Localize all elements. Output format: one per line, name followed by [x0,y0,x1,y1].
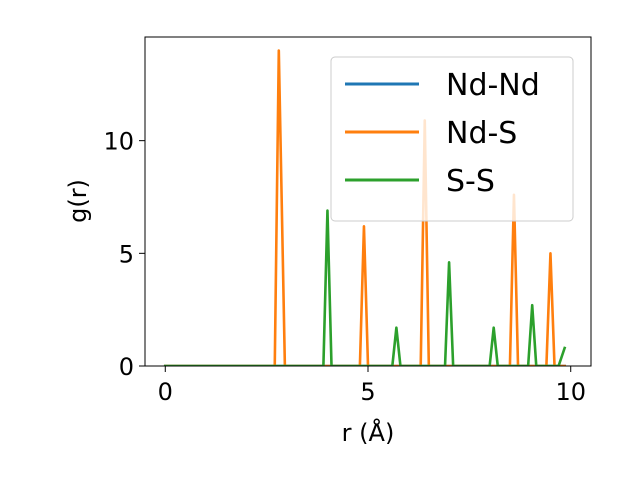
x-axis-label: r (Å) [342,418,395,447]
legend-label-1: Nd-S [446,116,517,151]
y-tick-label-1: 5 [119,240,134,268]
y-axis: 0 5 10 [103,128,145,381]
x-tick-label-0: 0 [158,378,173,406]
y-axis-label: g(r) [64,179,92,223]
x-tick-label-1: 5 [360,378,375,406]
y-tick-label-0: 0 [119,353,134,381]
legend: Nd-Nd Nd-S S-S [330,56,574,222]
x-tick-label-2: 10 [555,378,586,406]
legend-label-2: S-S [446,164,495,199]
legend-label-0: Nd-Nd [446,68,540,103]
series-line-2 [163,209,567,366]
x-axis: 0 5 10 [158,366,586,406]
y-tick-label-2: 10 [103,128,134,156]
